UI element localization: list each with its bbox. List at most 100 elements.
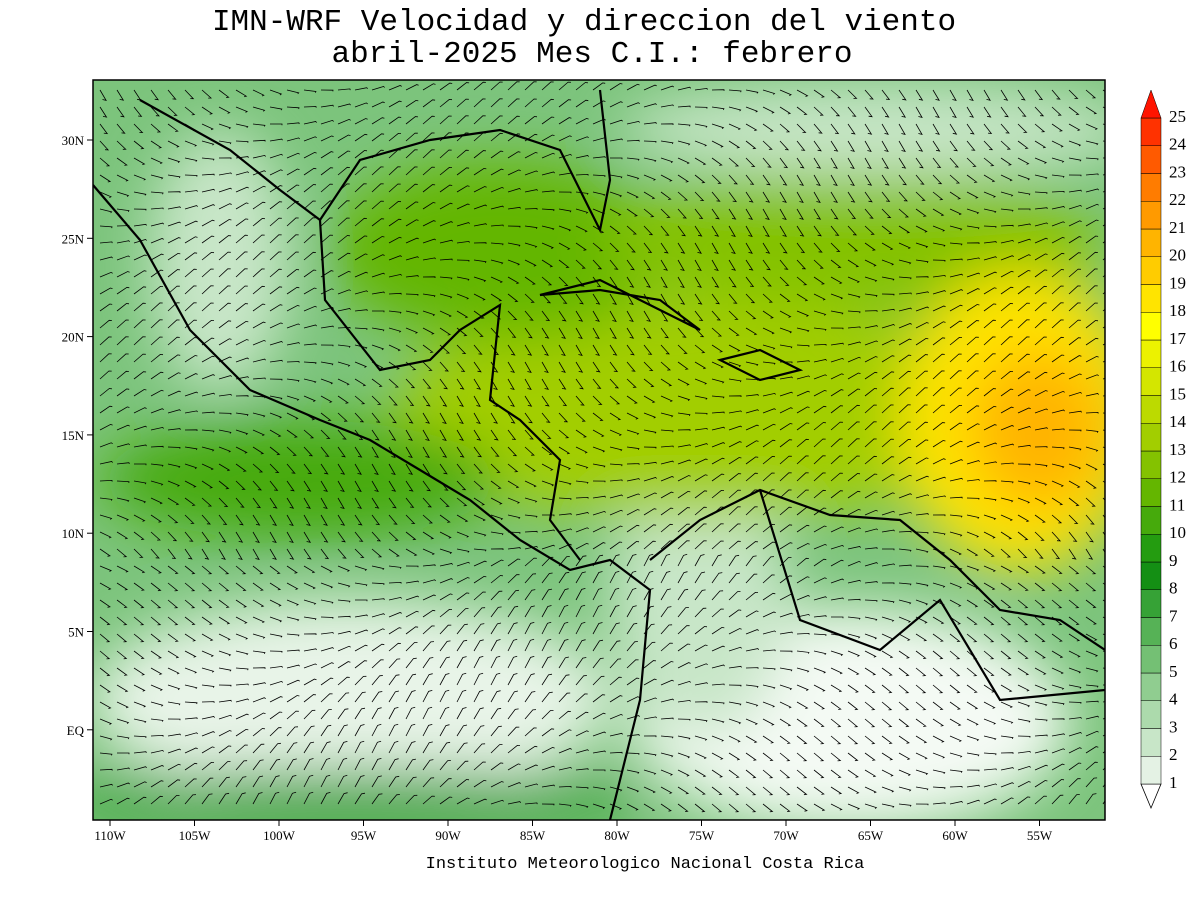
barb [847, 616, 861, 620]
barb [184, 717, 198, 720]
barb [983, 616, 995, 626]
barb [711, 786, 723, 795]
barb [728, 157, 740, 167]
barb [881, 438, 894, 448]
barb [813, 343, 827, 346]
barb [388, 292, 402, 295]
barb [677, 490, 691, 499]
barb [677, 769, 690, 777]
barb [405, 497, 415, 508]
barb [354, 290, 368, 295]
barb [133, 480, 147, 485]
barb [915, 354, 929, 363]
barb [677, 475, 691, 482]
barb [575, 293, 584, 305]
barb [337, 378, 350, 386]
barb [490, 98, 503, 108]
barb [337, 531, 346, 543]
barb [932, 440, 946, 448]
barb [507, 395, 515, 407]
barb [167, 157, 181, 164]
barb [541, 190, 555, 193]
colorbar-box [1140, 756, 1162, 785]
barb [813, 310, 827, 316]
barb [660, 588, 671, 601]
barb [813, 106, 824, 116]
barb [99, 405, 113, 414]
barb [762, 649, 776, 652]
barb [694, 571, 706, 584]
barb [711, 701, 725, 705]
barb [915, 684, 927, 694]
barb [490, 446, 500, 457]
barb [371, 327, 385, 332]
barb [116, 424, 130, 431]
barb [1017, 565, 1030, 574]
barb [269, 251, 282, 261]
barb [286, 599, 300, 606]
barb [558, 395, 568, 407]
barb [116, 208, 130, 212]
barb [1051, 531, 1062, 542]
barb [184, 410, 198, 414]
barb [218, 514, 228, 526]
barb [286, 395, 300, 401]
barb [711, 473, 725, 482]
barb [116, 735, 130, 740]
barb [422, 83, 436, 91]
barb [337, 692, 350, 703]
barb [983, 798, 997, 805]
barb [643, 242, 653, 254]
barb [1068, 531, 1078, 542]
barb [320, 548, 330, 560]
barb [337, 103, 351, 108]
barb [252, 303, 266, 312]
barb [1051, 206, 1065, 210]
barb [609, 525, 623, 533]
barb [558, 99, 572, 108]
barb [201, 106, 214, 115]
barb [898, 456, 912, 465]
barb [490, 744, 503, 754]
barb [813, 225, 822, 237]
barb [983, 208, 997, 213]
barb [660, 259, 669, 271]
barb [728, 572, 740, 584]
barb [898, 89, 907, 101]
barb [320, 252, 334, 261]
barb [524, 802, 538, 805]
barb [150, 684, 163, 691]
barb [1085, 497, 1096, 507]
barb [660, 571, 671, 584]
barb [813, 543, 827, 550]
barb [1000, 650, 1012, 660]
barb [1051, 390, 1065, 397]
barb [439, 563, 453, 567]
barb [388, 100, 402, 108]
barb [575, 446, 588, 454]
barb [490, 622, 502, 635]
barb [660, 395, 673, 403]
barb [609, 138, 623, 142]
barb [201, 548, 210, 560]
barb [575, 512, 589, 516]
barb [541, 293, 552, 304]
barb [1068, 497, 1080, 507]
barb [320, 395, 333, 403]
barb [150, 353, 164, 363]
barb [269, 185, 283, 193]
x-tick-label: 55W [1027, 828, 1053, 843]
barb [439, 724, 450, 737]
barb [354, 102, 368, 108]
barb [728, 523, 741, 533]
barb [626, 225, 637, 235]
barb [643, 524, 657, 533]
barb [643, 174, 657, 181]
barb [983, 157, 995, 167]
barb [915, 701, 927, 711]
barb [728, 191, 737, 203]
barb [830, 276, 843, 284]
barb [1000, 667, 1012, 676]
barb [388, 395, 398, 406]
barb [762, 541, 776, 550]
